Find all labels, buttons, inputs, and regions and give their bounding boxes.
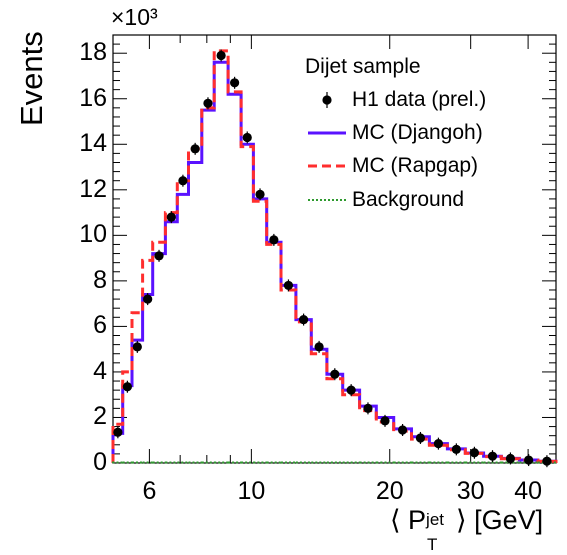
data-point	[314, 342, 324, 352]
data-point	[469, 448, 480, 458]
y-tick-label: 12	[79, 174, 107, 203]
data-point	[283, 280, 294, 291]
data-point	[451, 444, 461, 454]
axis-ticks	[112, 35, 556, 464]
data-point	[203, 98, 213, 108]
legend-entry-background: Background	[352, 188, 465, 211]
data-point	[524, 455, 534, 465]
data-point	[505, 453, 516, 464]
x-tick-label: 40	[514, 477, 542, 505]
data-point	[113, 427, 123, 437]
series-line-mc-rapgap-	[111, 49, 558, 463]
data-point	[380, 416, 390, 426]
data-point	[122, 382, 132, 392]
data-point	[190, 144, 200, 154]
x-tick-label: 30	[456, 477, 485, 505]
data-point	[216, 50, 226, 61]
legend-symbols	[308, 92, 346, 201]
plot-frame	[112, 34, 557, 464]
data-point	[154, 251, 164, 261]
y-axis-label: Events	[14, 31, 49, 126]
series-line-background	[112, 461, 557, 464]
data-point	[346, 385, 356, 395]
data-point	[132, 342, 142, 352]
data-point	[143, 294, 153, 304]
data-point	[397, 425, 408, 435]
data-point	[166, 212, 176, 222]
data-point	[542, 456, 552, 466]
legend-symbol-data	[322, 95, 332, 105]
y-tick-label: 0	[93, 448, 107, 476]
x-tick-label: 10	[237, 477, 266, 505]
data-points	[113, 49, 552, 468]
data-series	[111, 49, 558, 464]
data-point	[487, 451, 498, 461]
legend-header: Dijet sample	[305, 55, 421, 78]
legend-entry-rapgap: MC (Rapgap)	[352, 154, 479, 177]
y-tick-label: 2	[93, 402, 107, 431]
y-tick-label: 4	[93, 356, 107, 385]
y-tick-label: 10	[79, 220, 107, 249]
x-tick-label: 6	[142, 477, 157, 505]
y-tick-label: 8	[93, 265, 107, 294]
y-tick-label: 14	[79, 129, 107, 158]
data-point	[269, 235, 279, 245]
y-tick-label: 6	[93, 311, 107, 340]
legend-entry-djangoh: MC (Djangoh)	[352, 121, 483, 144]
data-point	[363, 403, 373, 413]
y-tick-label: 18	[79, 38, 107, 67]
y-axis-multiplier: ×10³	[111, 4, 158, 30]
data-point	[433, 439, 444, 449]
data-point	[255, 189, 265, 199]
series-line-mc-djangoh-	[111, 60, 558, 463]
data-point	[230, 78, 240, 88]
data-point	[330, 369, 340, 379]
x-tick-label: 20	[375, 477, 404, 505]
data-point	[415, 433, 426, 443]
y-tick-label: 16	[79, 83, 107, 112]
data-point	[298, 314, 309, 325]
legend-entry-data: H1 data (prel.)	[352, 88, 487, 111]
data-point	[242, 132, 252, 143]
data-point	[178, 176, 188, 186]
